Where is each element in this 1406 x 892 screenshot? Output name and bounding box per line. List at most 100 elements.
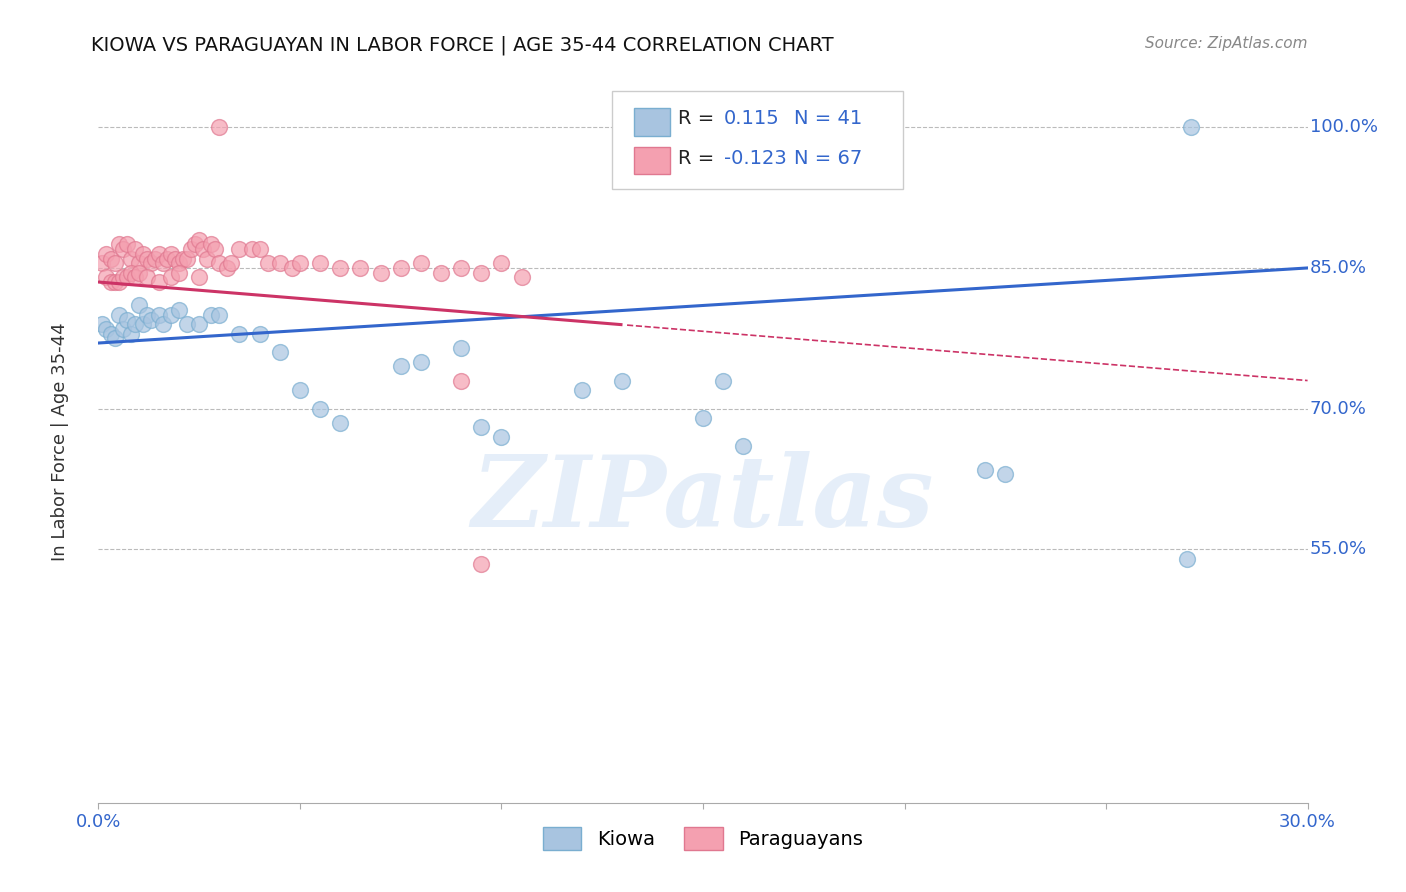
Point xyxy=(288,383,311,397)
Point xyxy=(148,247,170,261)
Text: 100.0%: 100.0% xyxy=(1310,119,1378,136)
Point xyxy=(132,247,155,261)
Point xyxy=(994,467,1017,482)
Point xyxy=(281,260,304,275)
Point xyxy=(249,242,271,256)
Text: Source: ZipAtlas.com: Source: ZipAtlas.com xyxy=(1144,36,1308,51)
Point xyxy=(167,303,190,318)
Text: ZIPatlas: ZIPatlas xyxy=(472,451,934,548)
Point xyxy=(612,374,634,388)
Text: R =: R = xyxy=(678,109,720,128)
Point xyxy=(148,275,170,289)
Point xyxy=(184,237,207,252)
Point xyxy=(208,120,231,135)
Point xyxy=(91,318,114,332)
Point xyxy=(188,318,211,332)
Text: -0.123: -0.123 xyxy=(724,149,786,168)
Text: N = 67: N = 67 xyxy=(793,149,862,168)
Point xyxy=(100,252,122,266)
Point xyxy=(1175,551,1198,566)
Point xyxy=(91,256,114,270)
Point xyxy=(160,270,183,285)
Point xyxy=(120,252,142,266)
FancyBboxPatch shape xyxy=(634,109,671,136)
Point xyxy=(329,416,352,430)
Point xyxy=(491,430,513,444)
Point xyxy=(103,331,125,345)
Point xyxy=(148,308,170,322)
Point xyxy=(510,270,533,285)
Point xyxy=(349,260,371,275)
Point xyxy=(288,256,311,270)
Point xyxy=(370,266,392,280)
Point xyxy=(115,237,138,252)
Point xyxy=(450,374,472,388)
Point xyxy=(100,275,122,289)
Point xyxy=(269,256,291,270)
Point xyxy=(163,252,186,266)
Point xyxy=(217,260,239,275)
Point xyxy=(470,420,492,434)
Point xyxy=(135,308,157,322)
Point xyxy=(249,326,271,341)
FancyBboxPatch shape xyxy=(634,147,671,174)
Point xyxy=(409,355,432,369)
Point xyxy=(128,256,150,270)
Point xyxy=(409,256,432,270)
Point xyxy=(204,242,226,256)
Point xyxy=(167,256,190,270)
Point xyxy=(103,256,125,270)
Text: 0.115: 0.115 xyxy=(724,109,779,128)
Point xyxy=(200,308,222,322)
Point xyxy=(132,318,155,332)
Point xyxy=(160,247,183,261)
Point xyxy=(128,266,150,280)
Point xyxy=(450,260,472,275)
Point xyxy=(124,242,146,256)
Text: 70.0%: 70.0% xyxy=(1310,400,1367,417)
Point xyxy=(100,326,122,341)
Point xyxy=(111,270,134,285)
Point xyxy=(115,312,138,326)
Point xyxy=(143,252,166,266)
Text: 55.0%: 55.0% xyxy=(1310,541,1367,558)
Point xyxy=(167,266,190,280)
Point xyxy=(269,345,291,359)
Point xyxy=(152,318,174,332)
Point xyxy=(124,270,146,285)
FancyBboxPatch shape xyxy=(613,91,903,189)
Point xyxy=(120,266,142,280)
Point xyxy=(96,270,118,285)
Legend: Kiowa, Paraguayans: Kiowa, Paraguayans xyxy=(534,819,872,858)
Point xyxy=(152,256,174,270)
Point xyxy=(571,383,593,397)
Point xyxy=(156,252,179,266)
Point xyxy=(450,341,472,355)
Point xyxy=(221,256,243,270)
Point xyxy=(329,260,352,275)
Point xyxy=(200,237,222,252)
Point xyxy=(160,308,183,322)
Point xyxy=(195,252,218,266)
Point xyxy=(491,256,513,270)
Point xyxy=(389,260,412,275)
Point xyxy=(470,557,492,571)
Point xyxy=(1180,120,1202,135)
Point xyxy=(120,326,142,341)
Point xyxy=(228,242,250,256)
Point xyxy=(107,275,129,289)
Point xyxy=(208,256,231,270)
Text: KIOWA VS PARAGUAYAN IN LABOR FORCE | AGE 35-44 CORRELATION CHART: KIOWA VS PARAGUAYAN IN LABOR FORCE | AGE… xyxy=(91,36,834,55)
Point xyxy=(172,252,194,266)
Point xyxy=(107,308,129,322)
Point xyxy=(176,318,198,332)
Point xyxy=(107,237,129,252)
Point xyxy=(692,411,714,425)
Text: R =: R = xyxy=(678,149,720,168)
Point xyxy=(974,463,997,477)
Text: N = 41: N = 41 xyxy=(793,109,862,128)
Point xyxy=(180,242,202,256)
Point xyxy=(188,233,211,247)
Point xyxy=(111,242,134,256)
Point xyxy=(128,298,150,312)
